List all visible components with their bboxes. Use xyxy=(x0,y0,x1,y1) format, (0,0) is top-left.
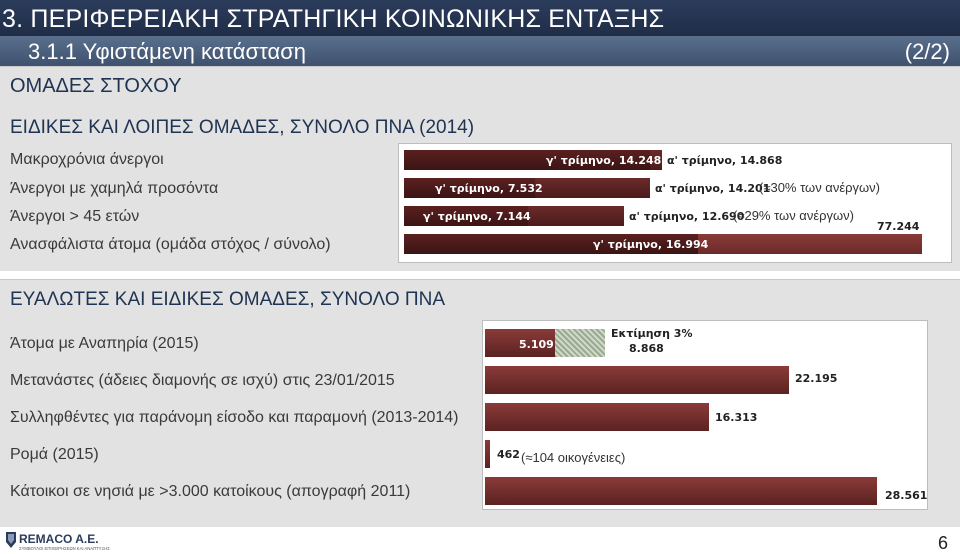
bar-over-45-q3 xyxy=(404,206,528,226)
svg-text:REMACO A.E.: REMACO A.E. xyxy=(19,532,99,546)
label-long-term-q1: α' τρίμηνο, 14.868 xyxy=(667,154,783,167)
section2-title: ΕΥΑΛΩΤΕΣ ΚΑΙ ΕΙΔΙΚΕΣ ΟΜΑΔΕΣ, ΣΥΝΟΛΟ ΠΝΑ xyxy=(10,289,445,310)
bar-roma xyxy=(485,440,490,468)
section1-chart: γ' τρίμηνο, 14.248 α' τρίμηνο, 14.868 γ'… xyxy=(398,143,952,263)
row-label-long-term-unemployed: Μακροχρόνια άνεργοι xyxy=(10,151,164,168)
label-disability-estimate: Εκτίμηση 3% xyxy=(611,327,693,340)
bar-migrants xyxy=(485,366,789,394)
subtitle-bar: 3.1.1 Υφιστάμενη κατάσταση (2/2) xyxy=(0,36,960,66)
label-over-45-q1: α' τρίμηνο, 12.690 xyxy=(629,210,745,223)
label-roma-value: 462 xyxy=(497,448,520,461)
note-over-45: (≈29% των ανέργων) xyxy=(733,208,854,223)
row-label-islanders: Κάτοικοι σε νησιά με >3.000 κατοίκους (α… xyxy=(10,483,411,500)
page-number: 6 xyxy=(937,533,948,553)
label-over-45-q3: γ' τρίμηνο, 7.144 xyxy=(423,210,531,223)
label-long-term-q3: γ' τρίμηνο, 14.248 xyxy=(546,154,662,167)
label-low-skilled-q1: α' τρίμηνο, 14.201 xyxy=(655,182,771,195)
section1-title: ΕΙΔΙΚΕΣ ΚΑΙ ΛΟΙΠΕΣ ΟΜΑΔΕΣ, ΣΥΝΟΛΟ ΠΝΑ (2… xyxy=(10,117,475,138)
label-migrants-value: 22.195 xyxy=(795,372,838,385)
row-label-low-skilled: Άνεργοι με χαμηλά προσόντα xyxy=(10,180,219,197)
row-label-roma: Ρομά (2015) xyxy=(10,446,99,463)
bar-disability-estimate xyxy=(555,329,605,357)
label-uninsured-total: 77.244 xyxy=(877,220,920,233)
bar-islanders xyxy=(485,477,877,505)
group-title: ΟΜΑΔΕΣ ΣΤΟΧΟΥ xyxy=(10,75,182,97)
row-label-migrants: Μετανάστες (άδειες διαμονής σε ισχύ) στι… xyxy=(10,372,395,389)
note-low-skilled: (≈30% των ανέργων) xyxy=(759,180,880,195)
section2-chart: 5.109 Εκτίμηση 3% 8.868 22.195 16.313 46… xyxy=(482,320,928,510)
page-indicator: (2/2) xyxy=(904,39,950,64)
bar-arrested xyxy=(485,403,709,431)
label-disability-estimate-value: 8.868 xyxy=(629,342,664,355)
company-logo: REMACO A.E. ΣΥΜΒΟΥΛΟΙ ΕΠΙΧΕΙΡΗΣΕΩΝ ΚΑΙ Α… xyxy=(4,530,114,552)
row-label-over-45: Άνεργοι > 45 ετών xyxy=(10,208,140,225)
slide-subtitle: 3.1.1 Υφιστάμενη κατάσταση xyxy=(28,39,307,64)
row-label-uninsured: Ανασφάλιστα άτομα (ομάδα στόχος / σύνολο… xyxy=(10,236,331,253)
slide-title: 3. ΠΕΡΙΦΕΡΕΙΑΚΗ ΣΤΡΑΤΗΓΙΚΗ ΚΟΙΝΩΝΙΚΗΣ ΕΝ… xyxy=(0,0,960,36)
bar-disability xyxy=(485,329,555,357)
row-label-disability: Άτομα με Αναπηρία (2015) xyxy=(10,335,199,352)
label-arrested-value: 16.313 xyxy=(715,411,758,424)
section-specific-groups: ΟΜΑΔΕΣ ΣΤΟΧΟΥ ΕΙΔΙΚΕΣ ΚΑΙ ΛΟΙΠΕΣ ΟΜΑΔΕΣ,… xyxy=(0,66,960,271)
note-roma: (≈104 οικογένειες) xyxy=(521,450,626,465)
bar-low-skilled-q3 xyxy=(404,178,535,198)
label-uninsured-q3: γ' τρίμηνο, 16.994 xyxy=(593,238,709,251)
row-label-arrested: Συλληφθέντες για παράνομη είσοδο και παρ… xyxy=(10,409,459,426)
section-vulnerable-groups: ΕΥΑΛΩΤΕΣ ΚΑΙ ΕΙΔΙΚΕΣ ΟΜΑΔΕΣ, ΣΥΝΟΛΟ ΠΝΑ … xyxy=(0,279,960,527)
label-disability-value: 5.109 xyxy=(519,338,554,351)
bar-uninsured-q3 xyxy=(404,234,698,254)
label-islanders-value: 28.561 xyxy=(885,489,928,502)
bar-long-term-unemployed-q3 xyxy=(404,150,650,170)
label-low-skilled-q3: γ' τρίμηνο, 7.532 xyxy=(435,182,543,195)
svg-text:ΣΥΜΒΟΥΛΟΙ ΕΠΙΧΕΙΡΗΣΕΩΝ ΚΑΙ ΑΝΑ: ΣΥΜΒΟΥΛΟΙ ΕΠΙΧΕΙΡΗΣΕΩΝ ΚΑΙ ΑΝΑΠΤΥΞΗΣ xyxy=(19,546,110,551)
